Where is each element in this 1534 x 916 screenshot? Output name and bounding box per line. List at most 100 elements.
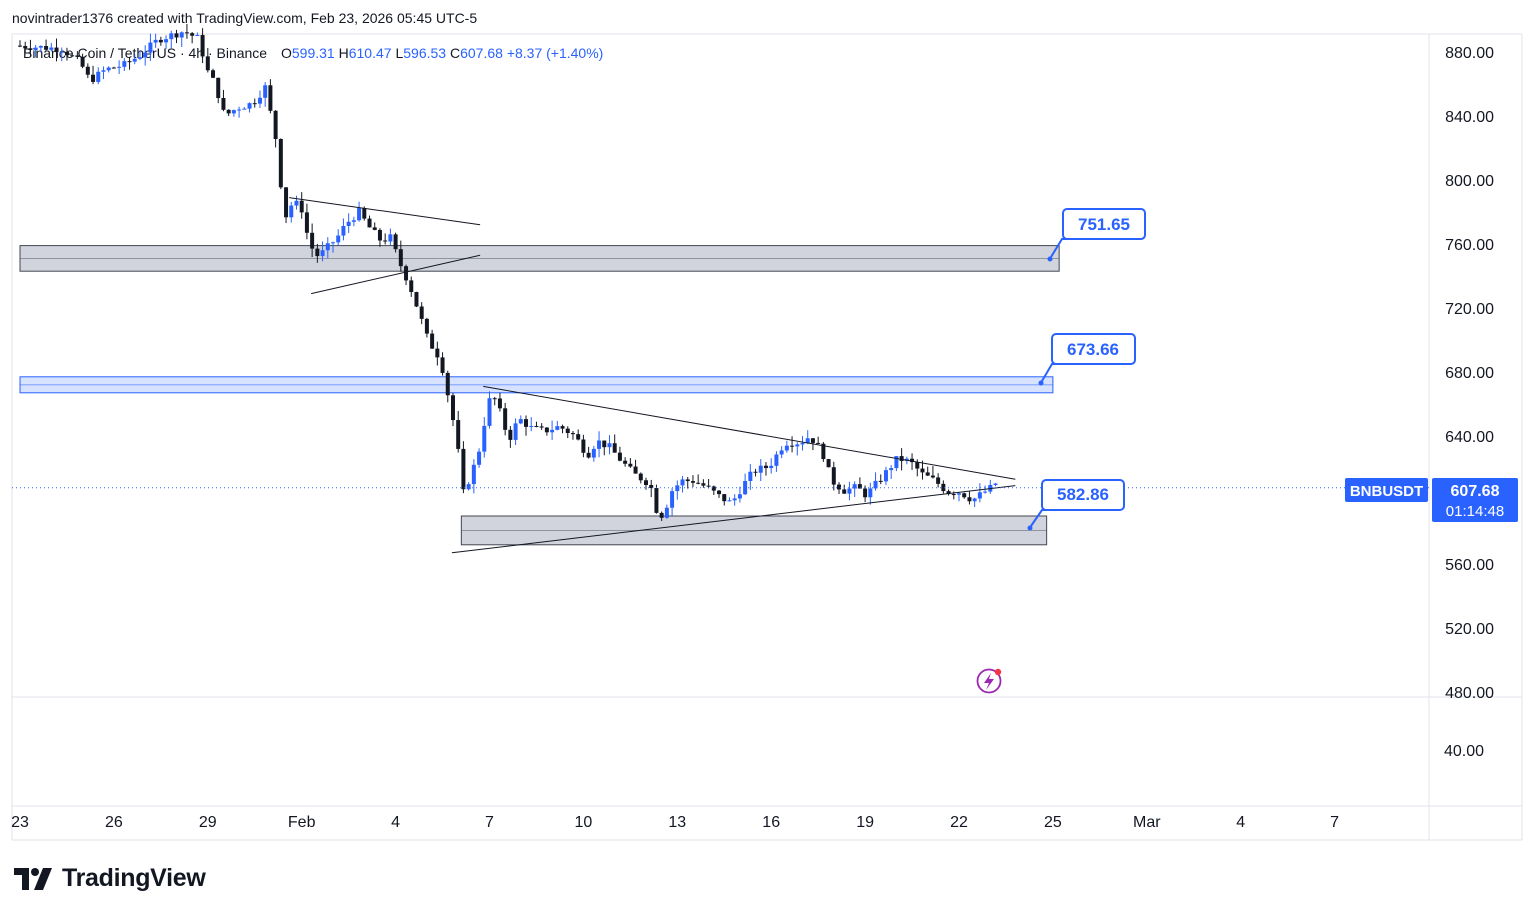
candle <box>492 396 497 406</box>
candle <box>398 240 403 272</box>
candle-body <box>544 427 549 433</box>
candle-body <box>242 108 247 110</box>
candle-body <box>117 66 122 68</box>
candle-body <box>957 493 961 495</box>
candle <box>544 427 549 436</box>
candle <box>873 472 878 491</box>
price-axis[interactable]: 880.00 840.00 800.00 760.00 720.00 680.00 640.… <box>1444 45 1494 760</box>
candle <box>263 82 268 107</box>
candle <box>325 237 330 259</box>
price-axis-label: 560.00 <box>1445 557 1494 574</box>
candle-body <box>471 464 476 485</box>
candle <box>174 29 179 44</box>
candle-body <box>122 61 127 67</box>
current-price-tag[interactable]: BNBUSDT 607.68 01:14:48 <box>1345 478 1518 522</box>
candle <box>195 32 200 36</box>
candle-body <box>696 482 701 484</box>
candle-body <box>101 70 106 72</box>
candle <box>18 40 22 48</box>
lightning-icon[interactable] <box>976 668 1002 694</box>
candle <box>925 466 930 476</box>
candle <box>628 458 633 468</box>
candle <box>638 472 643 484</box>
candle-body <box>675 485 680 492</box>
callout-673[interactable]: 673.66 <box>1038 333 1136 386</box>
tradingview-logo[interactable]: TradingView <box>14 864 206 893</box>
open-label: O <box>281 45 292 61</box>
candle <box>424 317 429 338</box>
candle <box>435 341 440 366</box>
price-axis-label: 760.00 <box>1445 237 1494 254</box>
candle <box>868 482 873 505</box>
candle-body <box>164 39 169 43</box>
candle <box>367 215 372 228</box>
callout-751-label: 751.65 <box>1078 215 1130 234</box>
candle <box>450 393 455 427</box>
time-axis[interactable]: 23 26 29 Feb 4 7 10 13 16 19 22 25 Mar 4 7 <box>11 814 1339 831</box>
candle-body <box>393 234 398 250</box>
candle <box>664 504 669 519</box>
candle-body <box>127 61 132 63</box>
candle <box>211 68 216 79</box>
candle <box>529 417 534 432</box>
candle-body <box>894 456 899 469</box>
candle <box>941 480 946 494</box>
candle-body <box>555 426 560 430</box>
candle-body <box>497 398 502 409</box>
candle-body <box>409 280 414 293</box>
candle-body <box>445 372 450 396</box>
candle-body <box>722 494 727 502</box>
candle-body <box>529 425 534 427</box>
candle <box>602 440 607 456</box>
candle <box>597 431 602 458</box>
candle-body <box>273 110 278 139</box>
candle-body <box>294 200 299 206</box>
candle <box>419 302 424 325</box>
candle-body <box>211 70 216 78</box>
callout-582[interactable]: 582.86 <box>1027 479 1125 531</box>
candle-body <box>690 481 695 483</box>
candle <box>101 66 106 80</box>
candle-body <box>800 443 805 445</box>
time-axis-label: 29 <box>199 814 217 831</box>
candle-body <box>398 249 403 267</box>
candle <box>38 45 43 53</box>
candle <box>59 47 64 62</box>
candle <box>310 223 315 258</box>
candle <box>357 201 362 222</box>
candle <box>80 53 85 69</box>
candle <box>889 465 894 479</box>
candle-body <box>205 56 210 71</box>
candle-body <box>492 398 497 400</box>
time-axis-label: 7 <box>485 814 494 831</box>
callout-673-label: 673.66 <box>1067 340 1119 359</box>
candle <box>257 90 262 108</box>
candle <box>957 492 961 502</box>
candle <box>560 424 565 434</box>
price-tag-symbol: BNBUSDT <box>1350 483 1423 500</box>
candle <box>304 203 309 240</box>
candle <box>967 491 972 505</box>
price-axis-label: 680.00 <box>1445 365 1494 382</box>
candle <box>795 442 800 456</box>
candle <box>816 436 821 444</box>
candle <box>534 421 539 428</box>
candle <box>863 485 868 503</box>
candle <box>878 474 883 485</box>
price-axis-label: 800.00 <box>1445 173 1494 190</box>
callout-751[interactable]: 751.65 <box>1047 208 1146 262</box>
candle <box>242 107 247 110</box>
candle <box>659 511 664 521</box>
candle-body <box>586 452 591 458</box>
candle-body <box>518 419 523 424</box>
candle <box>837 482 842 494</box>
candle <box>64 47 69 61</box>
candle-body <box>456 420 461 449</box>
candle-body <box>137 57 142 59</box>
candle-body <box>873 480 878 489</box>
candle <box>748 464 753 490</box>
candle-body <box>184 32 189 34</box>
candle-body <box>706 485 711 487</box>
candle-body <box>534 425 539 427</box>
